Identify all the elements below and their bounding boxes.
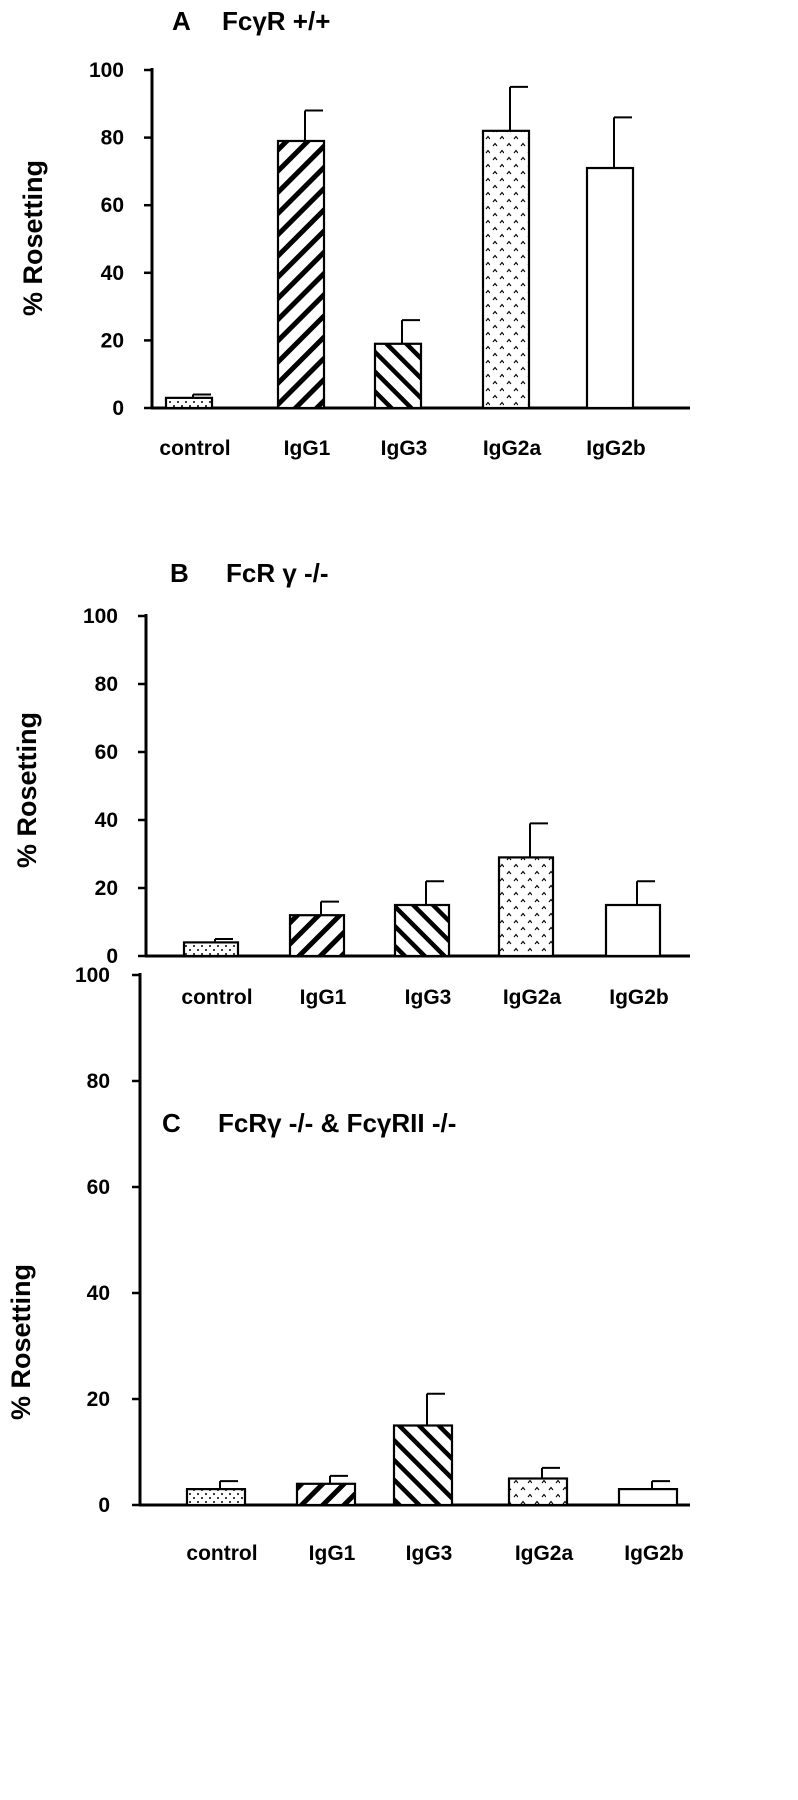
panel-b-title: FcR γ -/- bbox=[226, 558, 329, 588]
panel-b-y-tick-label: 20 bbox=[95, 877, 118, 900]
panel-a-category-label: IgG2b bbox=[586, 437, 646, 460]
panel-b-category-label: IgG2a bbox=[503, 986, 562, 1009]
panel-c-bar-igg2a bbox=[507, 1477, 569, 1507]
panel-c-y-axis-label: % Rosetting bbox=[6, 1264, 36, 1420]
panel-b-y-tick-label: 80 bbox=[95, 673, 118, 696]
panel-c-bar-igg3 bbox=[392, 1424, 454, 1507]
panel-b-bar-igg3 bbox=[393, 903, 451, 958]
panel-c-y-tick-label: 60 bbox=[87, 1176, 110, 1199]
panel-a-y-axis-label: % Rosetting bbox=[18, 160, 48, 316]
panel-b-category-label: control bbox=[181, 986, 252, 1009]
panel-b-bar-igg1 bbox=[288, 914, 346, 958]
panel-a-category-label: control bbox=[159, 437, 230, 460]
panel-a: A FcγR +/+ % Rosetting 0 20 40 60 80 100 contr… bbox=[18, 6, 690, 460]
panel-a-category-label: IgG1 bbox=[284, 437, 331, 460]
panel-a-y-tick-label: 60 bbox=[101, 194, 124, 217]
panel-c-title: FcRγ -/- & FcγRII -/- bbox=[218, 1108, 456, 1138]
panel-a-category-label: IgG3 bbox=[381, 437, 428, 460]
panel-a-bar-igg2b bbox=[585, 166, 635, 410]
panel-c-bar-control bbox=[185, 1487, 247, 1507]
panel-a-title: FcγR +/+ bbox=[222, 6, 330, 36]
panel-c-bar-igg1 bbox=[295, 1482, 357, 1507]
panel-c-y-tick-label: 40 bbox=[87, 1282, 110, 1305]
panel-a-bar-igg1 bbox=[276, 139, 326, 410]
panel-c-y-tick-label: 0 bbox=[98, 1494, 110, 1517]
panel-b-y-tick-label: 40 bbox=[95, 809, 118, 832]
panel-c-y-tick-label: 80 bbox=[87, 1070, 110, 1093]
panel-c-category-label: IgG1 bbox=[309, 1542, 356, 1565]
panel-a-y-tick-label: 100 bbox=[89, 59, 124, 82]
panel-b-y-axis-label: % Rosetting bbox=[12, 712, 42, 868]
panel-b-letter: B bbox=[170, 558, 189, 588]
panel-b-category-label: IgG1 bbox=[300, 986, 347, 1009]
panel-c-category-label: IgG2a bbox=[515, 1542, 574, 1565]
panel-c: C FcRγ -/- & FcγRII -/- % Rosetting 0 20 4… bbox=[6, 964, 690, 1565]
panel-b-category-label: IgG2b bbox=[609, 986, 669, 1009]
panel-a-bar-igg2a bbox=[481, 129, 531, 410]
panel-a-y-tick-label: 40 bbox=[101, 262, 124, 285]
panel-b-bar-control bbox=[182, 941, 240, 958]
panel-b-bar-igg2b bbox=[604, 903, 662, 958]
panel-b-y-tick-label: 60 bbox=[95, 741, 118, 764]
panel-a-y-tick-label: 80 bbox=[101, 127, 124, 150]
panel-a-bar-igg3 bbox=[373, 342, 423, 410]
panel-a-y-tick-label: 0 bbox=[112, 397, 124, 420]
panel-c-letter: C bbox=[162, 1108, 181, 1138]
panel-c-y-tick-label: 20 bbox=[87, 1388, 110, 1411]
panel-b-category-label: IgG3 bbox=[405, 986, 452, 1009]
panel-c-bar-igg2b bbox=[617, 1487, 679, 1507]
panel-a-category-label: IgG2a bbox=[483, 437, 542, 460]
panel-c-category-label: IgG2b bbox=[624, 1542, 684, 1565]
panel-a-letter: A bbox=[172, 6, 191, 36]
panel-c-category-label: IgG3 bbox=[406, 1542, 453, 1565]
panel-a-bar-control bbox=[164, 396, 214, 410]
panel-c-category-label: control bbox=[186, 1542, 257, 1565]
panel-b: B FcR γ -/- % Rosetting 0 20 40 60 80 100 cont… bbox=[12, 558, 690, 1009]
panel-a-y-tick-label: 20 bbox=[101, 329, 124, 352]
panel-b-y-tick-label: 100 bbox=[83, 605, 118, 628]
panel-b-y-tick-label: 0 bbox=[106, 945, 118, 968]
panel-c-y-tick-label: 100 bbox=[75, 964, 110, 987]
panel-b-bar-igg2a bbox=[497, 856, 555, 958]
